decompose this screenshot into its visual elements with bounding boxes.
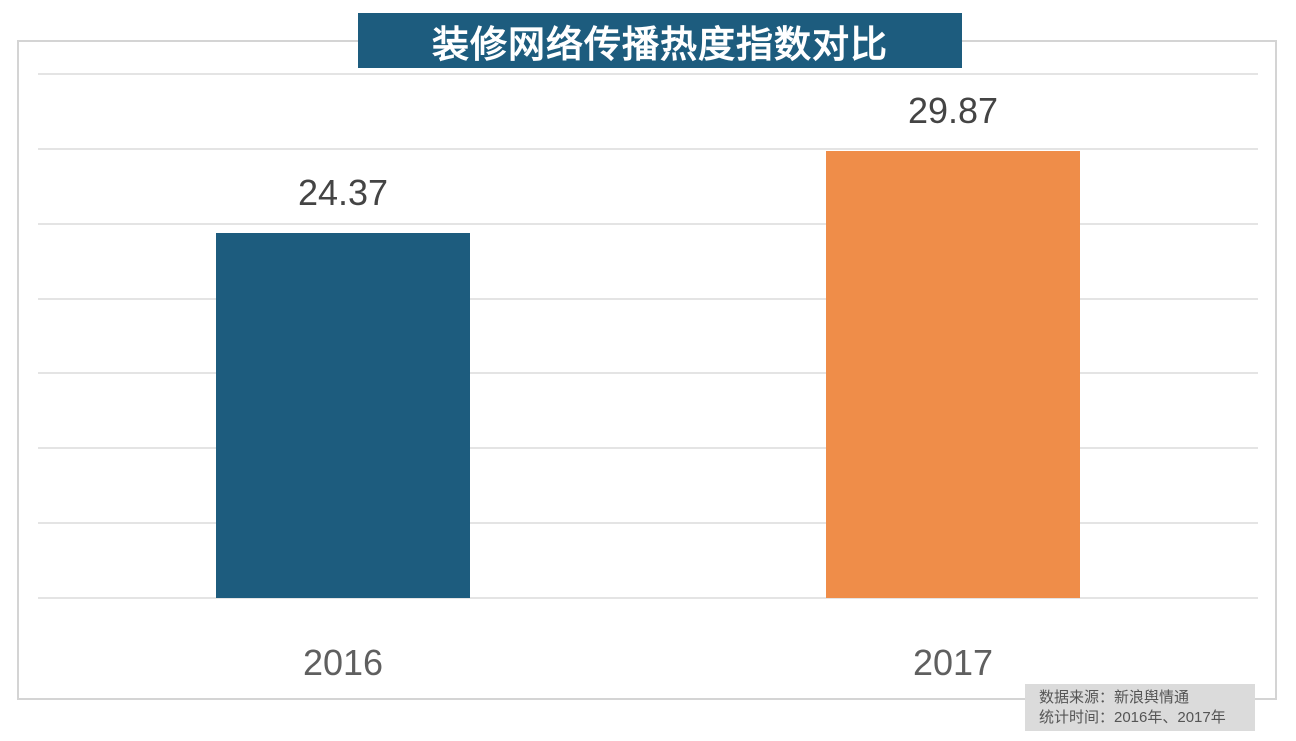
bar-2016 [216, 233, 470, 598]
chart-title: 装修网络传播热度指数对比 [432, 23, 888, 65]
value-label-2017: 29.87 [907, 89, 999, 131]
x-axis-label-2016: 2016 [302, 642, 384, 683]
gridline-y-30 [38, 147, 1258, 150]
gridline-y-20 [38, 297, 1258, 300]
source-note-box: 数据来源：新浪舆情通 统计时间：2016年、2017年 [1025, 684, 1255, 731]
plot-border [17, 40, 1277, 700]
source-line-period: 统计时间：2016年、2017年 [1039, 709, 1226, 726]
gridline-y-10 [38, 447, 1258, 450]
gridline-y-25 [38, 222, 1258, 225]
gridline-y-15 [38, 372, 1258, 375]
gridline-y-0 [38, 597, 1258, 599]
value-label-2016: 24.37 [297, 172, 389, 214]
bar-2017 [826, 150, 1080, 598]
x-axis-label-2017: 2017 [912, 642, 994, 683]
chart-title-banner: 装修网络传播热度指数对比 [358, 13, 962, 68]
gridline-y-35 [38, 73, 1258, 75]
source-line-datasource: 数据来源：新浪舆情通 [1039, 689, 1190, 706]
gridline-y-5 [38, 522, 1258, 525]
